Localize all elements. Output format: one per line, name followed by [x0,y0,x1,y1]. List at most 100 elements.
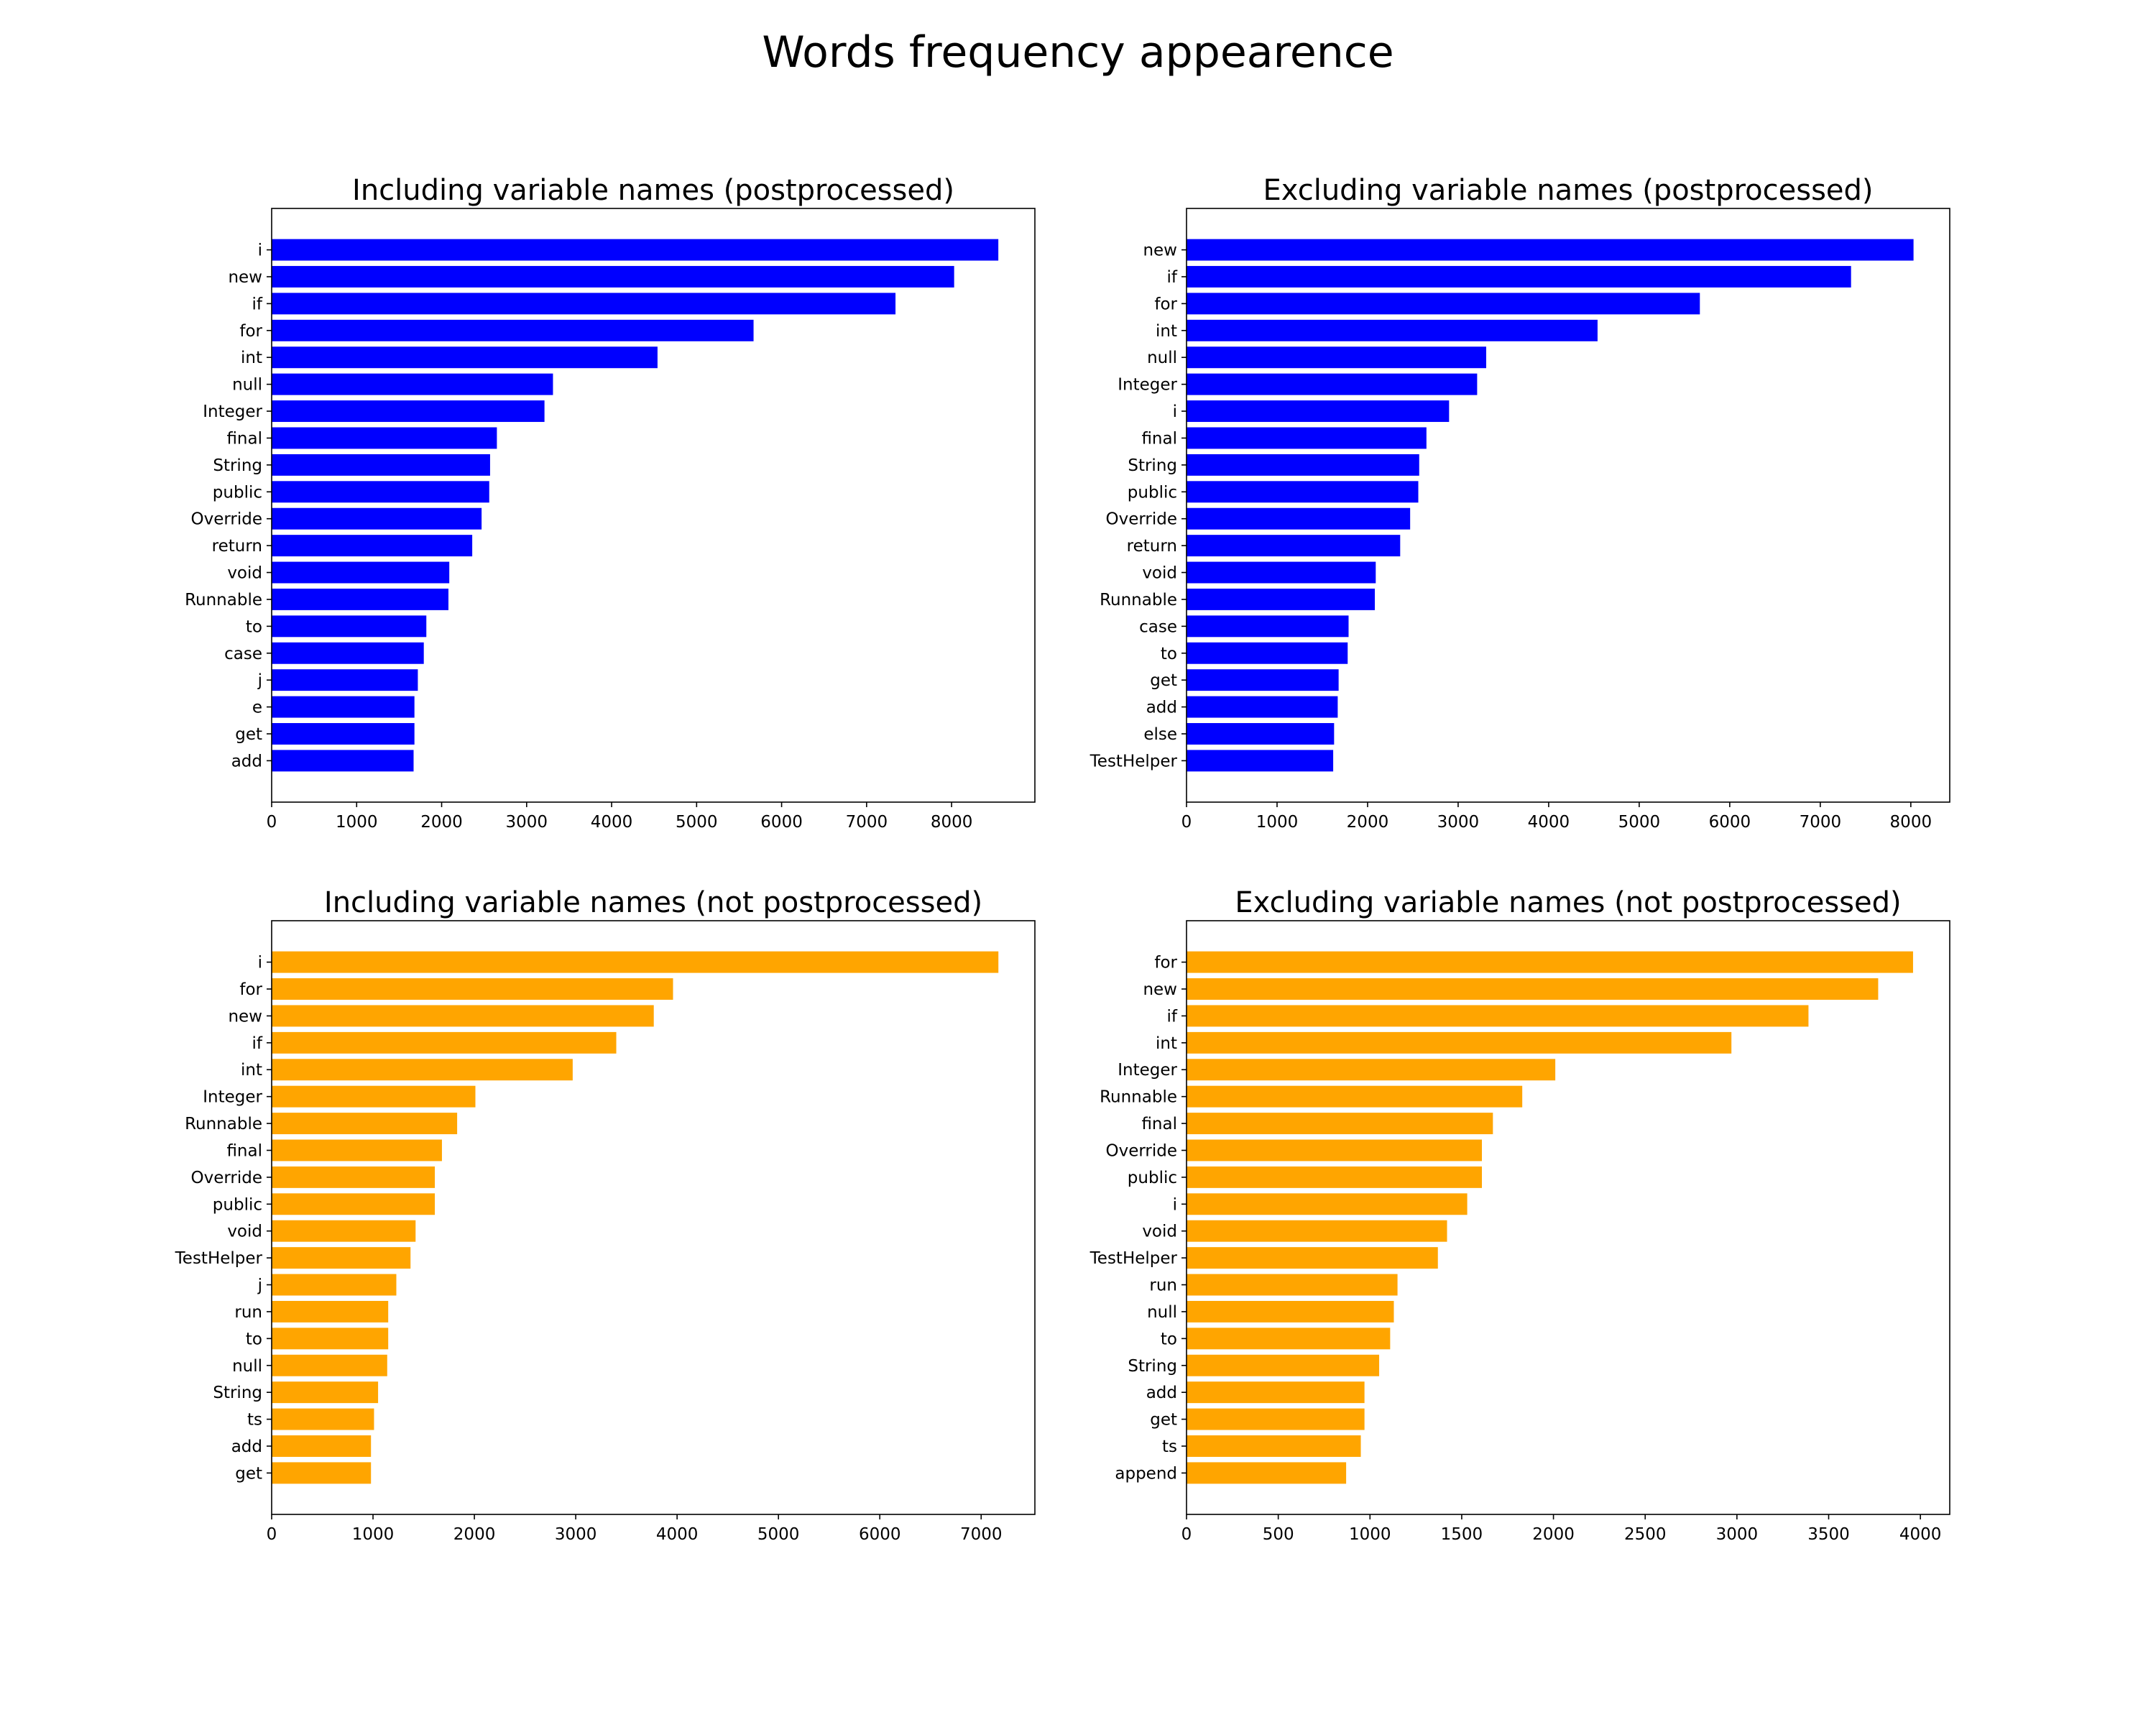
subplot-title: Including variable names (not postproces… [324,886,982,919]
y-tick-label: add [231,752,262,770]
bar-add [272,1435,372,1457]
bar-to [1187,1328,1391,1350]
y-tick-label: int [1156,1034,1177,1053]
x-tick-label: 4000 [591,813,633,832]
bar-int [272,346,658,369]
axes-frame [271,920,1036,1515]
y-tick-label: null [232,376,262,395]
x-tick-label: 4000 [1899,1525,1942,1544]
y-tick-label: null [1147,349,1177,367]
x-tick-label: 0 [1181,1525,1192,1544]
y-tick-label: i [258,954,262,972]
x-tick-label: 4000 [1528,813,1570,832]
y-tick-label: final [1141,429,1177,448]
x-tick-label: 8000 [1890,813,1932,832]
subplot-1: Including variable names (postprocessed)… [185,174,1036,832]
bar-public [272,1193,436,1215]
bar-TestHelper [1187,1247,1438,1269]
x-tick-label: 7000 [846,813,888,832]
y-tick-label: j [257,671,262,690]
bar-final [272,427,497,449]
bar-void [1187,1220,1447,1242]
bar-void [272,561,450,584]
y-tick-label: ts [1162,1438,1177,1456]
bar-null [272,1354,387,1376]
y-tick-label: Override [1105,1141,1177,1160]
bar-to [272,615,427,638]
axes-frame [271,208,1036,803]
y-tick-label: public [213,1195,262,1214]
y-tick-label: void [227,564,262,583]
y-tick-label: String [213,456,262,475]
y-tick-label: i [1173,402,1177,421]
y-tick-label: if [1167,268,1178,287]
subplot-title: Excluding variable names (postprocessed) [1263,174,1873,207]
bar-for [272,319,754,341]
x-tick-label: 1000 [352,1525,395,1544]
axes-frame [1186,208,1950,803]
subplot-3: Including variable names (not postproces… [175,886,1036,1544]
y-tick-label: int [241,1061,262,1080]
bar-add [272,750,414,772]
bar-Runnable [1187,1085,1523,1108]
y-tick-label: return [212,537,262,556]
x-tick-label: 6000 [1709,813,1751,832]
y-tick-label: Override [1105,510,1177,529]
bar-add [1187,696,1338,718]
bar-j [272,1274,397,1296]
y-tick-label: Runnable [185,591,262,610]
y-tick-label: get [235,725,262,744]
bar-Override [272,507,482,530]
y-tick-label: if [1167,1007,1178,1026]
bar-to [1187,642,1348,664]
y-tick-label: to [246,617,262,636]
y-tick-label: new [1143,980,1177,999]
bar-final [272,1139,442,1162]
subplot-title: Excluding variable names (not postproces… [1235,886,1901,919]
y-tick-label: TestHelper [175,1249,263,1268]
y-tick-label: Integer [1118,376,1177,395]
bar-Integer [272,400,545,423]
bar-for [1187,951,1913,973]
bar-public [1187,1166,1483,1188]
bar-get [1187,669,1339,691]
bar-if [1187,266,1851,288]
x-tick-label: 0 [267,813,277,832]
y-tick-label: j [257,1276,262,1295]
bar-to [272,1328,389,1350]
bar-for [1187,293,1700,315]
bar-String [1187,1354,1380,1376]
x-tick-label: 3000 [1716,1525,1759,1544]
bar-public [1187,481,1419,503]
y-tick-label: return [1127,537,1177,556]
bar-Integer [272,1085,476,1108]
x-tick-label: 3500 [1807,1525,1850,1544]
y-tick-label: new [228,268,262,287]
bar-Runnable [272,588,448,610]
x-tick-label: 2500 [1624,1525,1667,1544]
y-tick-label: Integer [203,1088,262,1107]
bar-case [1187,615,1349,638]
x-tick-label: 5000 [757,1525,800,1544]
bar-ts [1187,1435,1361,1457]
y-tick-label: public [1128,483,1177,502]
x-tick-label: 5000 [1618,813,1661,832]
y-tick-label: for [1154,295,1177,313]
y-tick-label: add [231,1438,262,1456]
y-tick-label: Override [190,1169,262,1187]
y-tick-label: null [232,1357,262,1376]
bar-if [272,293,896,315]
x-tick-label: 500 [1263,1525,1294,1544]
bar-get [272,1462,372,1484]
bar-Integer [1187,1059,1556,1081]
x-tick-label: 8000 [931,813,973,832]
bar-String [272,454,490,476]
y-tick-label: Runnable [1100,1088,1177,1107]
y-tick-label: public [213,483,262,502]
bar-case [272,642,424,664]
bar-int [1187,1031,1732,1054]
y-tick-label: i [1173,1195,1177,1214]
x-tick-label: 3000 [1437,813,1480,832]
bar-Runnable [272,1113,458,1135]
y-tick-label: run [1149,1276,1177,1295]
